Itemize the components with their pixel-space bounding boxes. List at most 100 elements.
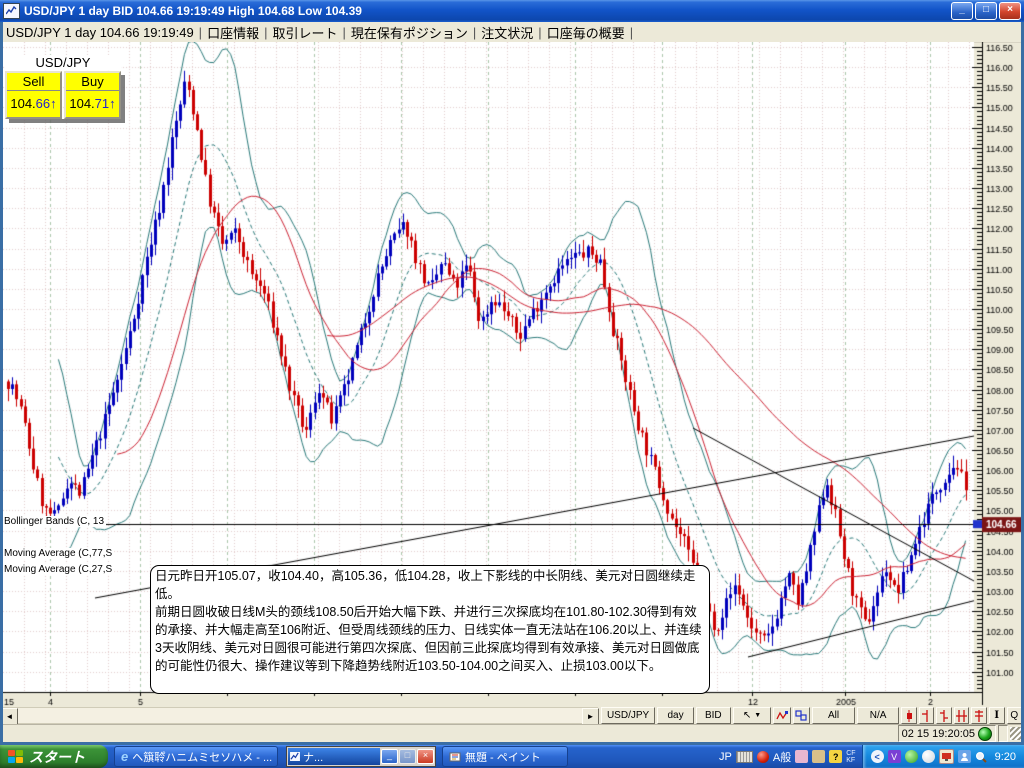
caps-kana-indicator: CF KF: [846, 750, 855, 764]
show-all-button[interactable]: All: [812, 707, 855, 724]
shape-tool-button[interactable]: [792, 707, 811, 724]
display-settings-icon[interactable]: [938, 749, 954, 764]
language-bar: JP A般 ? CF KF: [719, 749, 856, 765]
input-mode-icon[interactable]: [756, 750, 769, 763]
crosshair-tool-button[interactable]: I: [988, 707, 1005, 724]
scroll-left-button[interactable]: ◄: [1, 708, 18, 725]
pair-select-button[interactable]: USD/JPY: [601, 707, 656, 724]
search-icon[interactable]: [975, 750, 988, 763]
menu-divider: |: [264, 24, 268, 40]
sell-price-pips: 66: [35, 96, 51, 111]
dropdown-icon: ▼: [754, 711, 762, 719]
resize-grip[interactable]: [1010, 727, 1023, 740]
keyboard-icon[interactable]: [735, 750, 753, 763]
quote-window-button[interactable]: Q: [1006, 707, 1023, 724]
tab-trade-rates[interactable]: 取引レート: [272, 25, 338, 41]
ohlc-icon: [939, 709, 948, 722]
quote-pair-label: USD/JPY: [5, 55, 121, 70]
window-border-left: [0, 22, 3, 745]
sell-price-main: 104.: [10, 96, 36, 111]
taskbar-item-label: ヘ簱聆゚ハニムミセソハメ - ...: [132, 751, 273, 764]
chart-style-ohlc-button[interactable]: [936, 707, 952, 724]
horizontal-scrollbar[interactable]: ◄ ►: [0, 707, 599, 725]
candlestick-icon: [906, 709, 912, 722]
app-icon: [3, 3, 20, 19]
cursor-icon: ↖: [742, 709, 752, 721]
help-icon[interactable]: ?: [829, 750, 843, 763]
chart-style-line-button[interactable]: [971, 707, 987, 724]
messenger-icon[interactable]: [921, 750, 935, 763]
mini-floating-window[interactable]: ナ... _ □ ×: [286, 746, 436, 767]
cursor-tool-button[interactable]: ↖ ▼: [732, 707, 772, 724]
mini-minimize-button[interactable]: _: [381, 749, 398, 764]
server-datetime: 02 15 19:20:05: [901, 727, 975, 740]
hlc-icon: [956, 709, 968, 722]
close-button[interactable]: ×: [999, 2, 1021, 20]
period-select-button[interactable]: day: [657, 707, 694, 724]
mini-maximize-button[interactable]: □: [399, 749, 416, 764]
minimize-button[interactable]: _: [951, 2, 973, 20]
ohlc-left-icon: [922, 709, 928, 722]
mini-close-button[interactable]: ×: [417, 749, 434, 764]
menu-divider: |: [629, 24, 634, 40]
internet-explorer-icon: e: [121, 749, 129, 764]
squares-icon: [795, 710, 807, 721]
connection-status-icon: [978, 726, 992, 741]
legend-ma-fast: Moving Average (C,27,S: [2, 564, 115, 575]
chart-style-bar-left-button[interactable]: [918, 707, 935, 724]
quote-panel: USD/JPY Sell 104.66↑ Buy 104.71↑: [5, 55, 121, 119]
tray-chevron-icon[interactable]: <: [870, 750, 884, 763]
start-label: スタート: [29, 748, 85, 765]
window-border-right: [1021, 22, 1024, 745]
price-type-button[interactable]: BID: [695, 707, 731, 724]
buy-quote-box[interactable]: Buy 104.71↑: [64, 71, 121, 119]
chart-style-candle-button[interactable]: [901, 707, 917, 724]
menu-divider: |: [198, 24, 203, 40]
maximize-button[interactable]: □: [975, 2, 997, 20]
language-indicator[interactable]: JP: [719, 750, 732, 763]
chart-style-hlc-button[interactable]: [953, 707, 970, 724]
antivirus-icon[interactable]: V: [887, 750, 901, 763]
start-button[interactable]: スタート: [0, 745, 108, 768]
brush-icon[interactable]: [812, 750, 826, 763]
tab-account-summary[interactable]: 口座毎の概要: [546, 25, 625, 41]
server-datetime-panel: 02 15 19:20:05: [897, 725, 996, 742]
user-accounts-icon[interactable]: [957, 750, 971, 763]
menubar: USD/JPY 1 day 104.66 19:19:49 | 口座情報 | 取…: [0, 22, 1024, 43]
palette-icon[interactable]: [795, 750, 809, 763]
taskbar: スタート e ヘ簱聆゚ハニムミセソハメ - ... ナ... _ □ × 無題 …: [0, 745, 1024, 768]
analysis-note-para1: 日元昨日开105.07，收104.40，高105.36，低104.28，收上下影…: [155, 569, 696, 601]
taskbar-item-paint[interactable]: 無題 - ペイント: [442, 746, 568, 767]
statusbar-spacer: [998, 725, 1008, 742]
quote-status-label: USD/JPY 1 day 104.66 19:19:49: [6, 24, 194, 40]
buy-price-pips: 71: [94, 96, 110, 111]
paint-icon: [449, 752, 461, 761]
sell-quote-box[interactable]: Sell 104.66↑: [5, 71, 62, 119]
taskbar-item-label: 無題 - ペイント: [465, 751, 541, 764]
legend-bollinger: Bollinger Bands (C, 13: [2, 516, 107, 527]
trendline-tool-button[interactable]: [773, 707, 791, 724]
sell-label: Sell: [7, 73, 60, 91]
caps-indicator: CF: [846, 749, 856, 757]
update-icon[interactable]: [904, 750, 918, 763]
menu-divider: |: [538, 24, 542, 40]
na-button[interactable]: N/A: [856, 707, 900, 724]
tab-open-positions[interactable]: 現在保有ポジション: [350, 25, 468, 41]
tab-order-status[interactable]: 注文状況: [481, 25, 534, 41]
buy-label: Buy: [66, 73, 119, 91]
mini-window-title: ナ...: [303, 751, 324, 764]
doji-icon: [974, 709, 983, 722]
tab-account-info[interactable]: 口座情報: [207, 25, 260, 41]
window-title: USD/JPY 1 day BID 104.66 19:19:49 High 1…: [24, 4, 362, 18]
sell-up-arrow-icon: ↑: [50, 96, 57, 111]
kana-indicator: KF: [846, 756, 856, 764]
ime-mode-indicator[interactable]: A般: [772, 751, 792, 764]
mini-app-icon: [290, 752, 300, 761]
zigzag-icon: [776, 711, 788, 720]
bottom-toolbar-row: ◄ ► USD/JPY day BID ↖ ▼ All N/A: [0, 707, 1024, 725]
system-tray: < V 9:20: [861, 745, 1024, 768]
scroll-right-button[interactable]: ►: [582, 708, 599, 725]
analysis-note: 日元昨日开105.07，收104.40，高105.36，低104.28，收上下影…: [150, 565, 710, 694]
taskbar-item-browser[interactable]: e ヘ簱聆゚ハニムミセソハメ - ...: [114, 746, 278, 767]
